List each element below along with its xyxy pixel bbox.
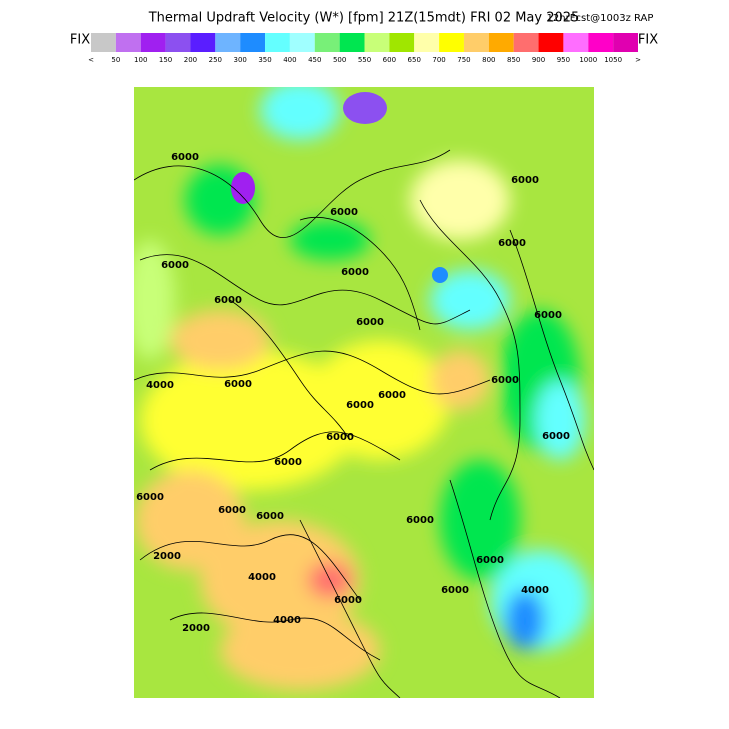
contour-label: 6000 [161,260,189,271]
map: 6000 6000 6000 6000 6000 6000 4000 6000 6000 6000… [134,87,594,698]
contour-label: 6000 [406,515,434,526]
legend-label: 250 [209,56,222,64]
contour-label: 6000 [534,310,562,321]
legend-label: 700 [432,56,445,64]
contour-label: 6000 [171,152,199,163]
contour-label: 6000 [330,207,358,218]
contour-label: 4000 [146,380,174,391]
legend-swatch [165,33,191,52]
legend-swatch [115,33,141,52]
legend-swatch [289,33,315,52]
legend-swatch [389,33,415,52]
legend-label: 500 [333,56,346,64]
contour-label: 4000 [248,572,276,583]
legend-swatch [463,33,489,52]
legend-label: 1000 [579,56,597,64]
legend-swatch [364,33,390,52]
contour-label: 6000 [218,505,246,516]
legend-label: 150 [159,56,172,64]
contour-label: 6000 [378,390,406,401]
legend-swatch [240,33,266,52]
legend-swatch [538,33,564,52]
contour-label: 6000 [136,492,164,503]
legend-label: 1050 [604,56,622,64]
legend-label: 400 [283,56,296,64]
legend-label: 450 [308,56,321,64]
contour-label: 6000 [274,457,302,468]
contour-label: 2000 [182,623,210,634]
legend-label: 750 [457,56,470,64]
legend-label: 800 [482,56,495,64]
legend-swatch [488,33,514,52]
legend-label: 850 [507,56,520,64]
legend-swatch [563,33,589,52]
contour-label: 4000 [273,615,301,626]
contour-label: 6000 [542,431,570,442]
forecast: 12hrFcst@1003z RAP [547,13,654,24]
legend-label: 550 [358,56,371,64]
fix-left: FIX [70,33,90,48]
contour-label: 6000 [476,555,504,566]
contour-label: 6000 [214,295,242,306]
fix-right: FIX [638,33,658,48]
contour-label: 6000 [498,238,526,249]
legend-label: 600 [383,56,396,64]
title: Thermal Updraft Velocity (W*) [fpm] 21Z(… [148,11,580,26]
legend-swatch [314,33,340,52]
legend-swatch [140,33,166,52]
color-legend: <50 100 150 200 250 300 350 400 450 500 550 600 650 7… [88,33,641,64]
legend-swatch [414,33,440,52]
contour-label: 6000 [511,175,539,186]
legend-label: 50 [111,56,120,64]
contour-label: 6000 [334,595,362,606]
contour-label: 2000 [153,551,181,562]
contour-label: 6000 [491,375,519,386]
legend-swatch [215,33,241,52]
contour-label: 6000 [256,511,284,522]
contour-label: 4000 [521,585,549,596]
legend-label: 900 [532,56,545,64]
contour-label: 6000 [224,379,252,390]
legend-swatch [190,33,216,52]
legend-label: > [635,56,641,64]
legend-swatch [613,33,638,52]
legend-label: 950 [557,56,570,64]
contour-label: 6000 [341,267,369,278]
legend-swatch [588,33,614,52]
legend-swatch [265,33,290,52]
contour-label: 6000 [356,317,384,328]
legend-swatch [339,33,365,52]
legend-label: 200 [184,56,197,64]
contour-label: 6000 [346,400,374,411]
contour-label: 6000 [441,585,469,596]
contour-label: 6000 [326,432,354,443]
legend-swatch [513,33,539,52]
legend-swatch [91,33,116,52]
legend-label: 100 [134,56,147,64]
legend-label: 300 [233,56,246,64]
legend-label: 350 [258,56,271,64]
legend-label: < [88,56,94,64]
legend-swatch [439,33,464,52]
legend-label: 650 [408,56,421,64]
